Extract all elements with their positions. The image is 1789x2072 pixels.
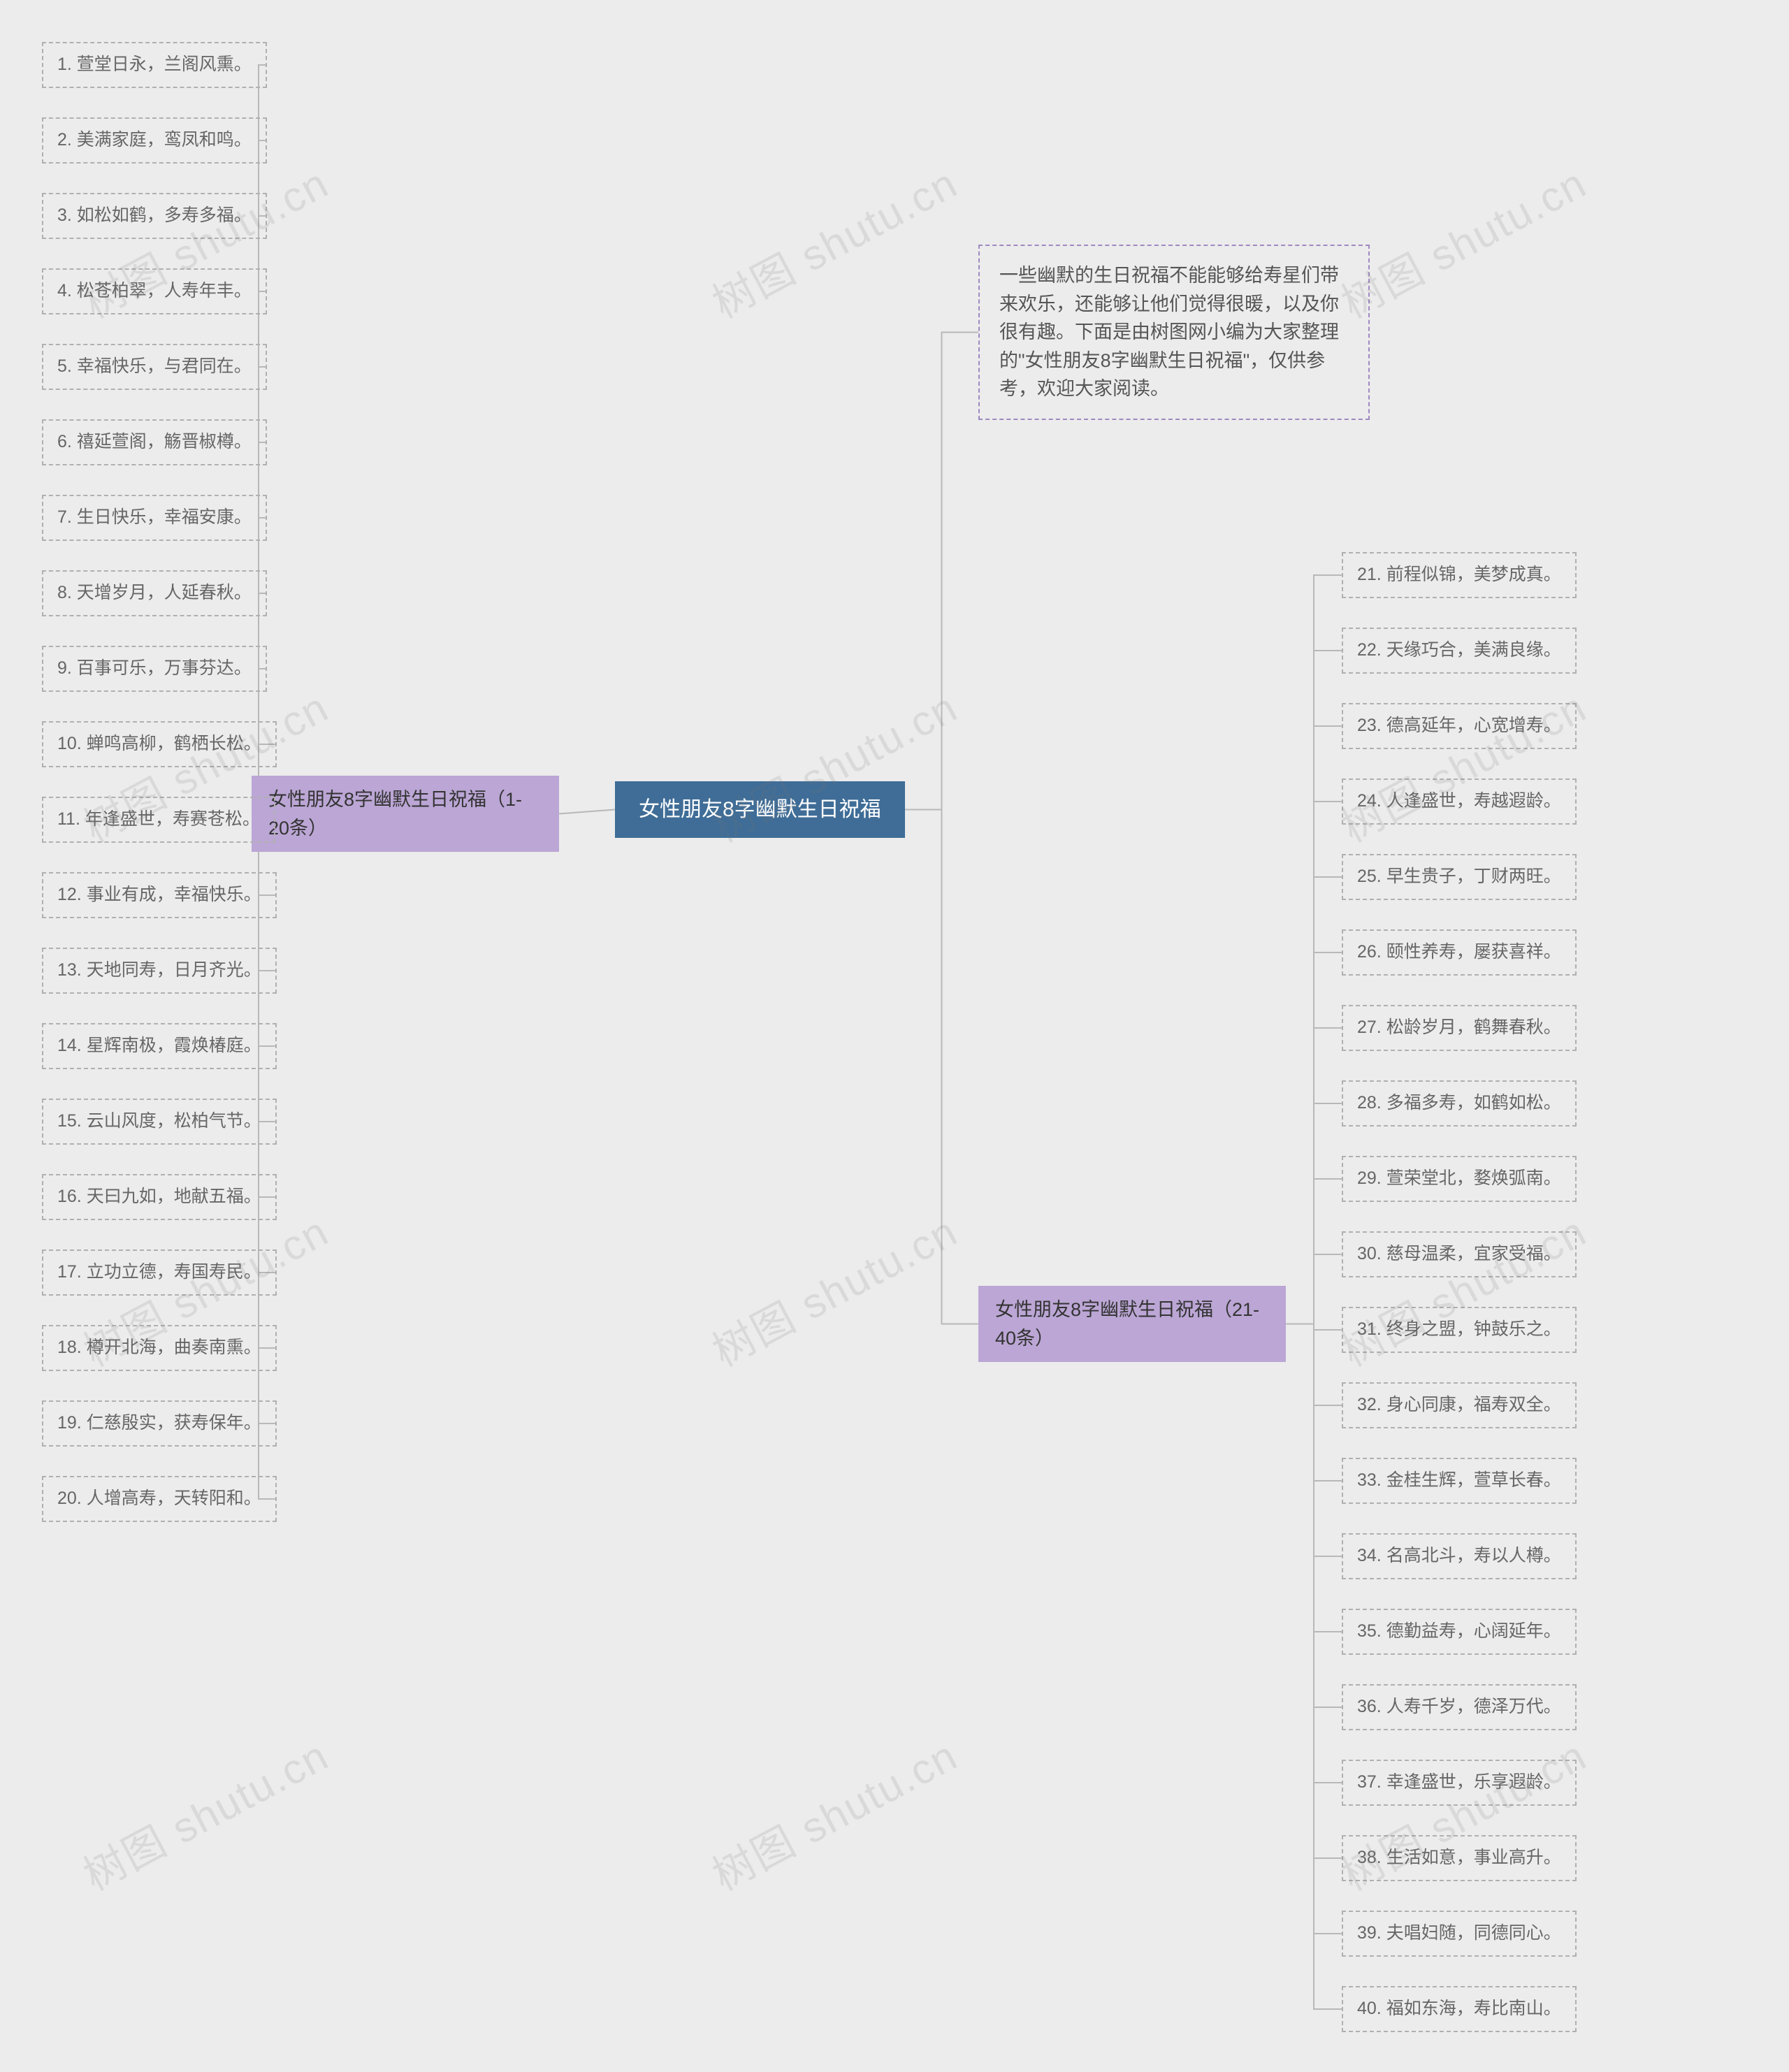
leaf-item: 40. 福如东海，寿比南山。 — [1342, 1986, 1577, 2032]
leaf-item: 33. 金桂生辉，萱草长春。 — [1342, 1458, 1577, 1504]
leaf-item: 28. 多福多寿，如鹤如松。 — [1342, 1080, 1577, 1126]
branch-left[interactable]: 女性朋友8字幽默生日祝福（1-20条） — [252, 776, 559, 852]
leaf-item: 8. 天增岁月，人延春秋。 — [42, 570, 267, 616]
leaf-item: 35. 德勤益寿，心阔延年。 — [1342, 1609, 1577, 1655]
leaf-item: 7. 生日快乐，幸福安康。 — [42, 495, 267, 541]
leaf-item: 6. 禧延萱阁，觞晋椒樽。 — [42, 419, 267, 465]
leaf-item: 25. 早生贵子，丁财两旺。 — [1342, 854, 1577, 900]
branch-right[interactable]: 女性朋友8字幽默生日祝福（21-40条） — [978, 1286, 1286, 1362]
leaf-item: 19. 仁慈殷实，获寿保年。 — [42, 1400, 277, 1447]
leaf-item: 29. 萱荣堂北，婺焕弧南。 — [1342, 1156, 1577, 1202]
leaf-item: 22. 天缘巧合，美满良缘。 — [1342, 628, 1577, 674]
description-node: 一些幽默的生日祝福不能能够给寿星们带来欢乐，还能够让他们觉得很暖，以及你很有趣。… — [978, 245, 1370, 420]
leaf-item: 5. 幸福快乐，与君同在。 — [42, 344, 267, 390]
watermark: 树图 shutu.cn — [1329, 674, 1595, 855]
leaf-item: 21. 前程似锦，美梦成真。 — [1342, 552, 1577, 598]
leaf-item: 11. 年逢盛世，寿赛苍松。 — [42, 797, 275, 843]
leaf-item: 16. 天曰九如，地献五福。 — [42, 1174, 277, 1220]
leaf-item: 34. 名高北斗，寿以人樽。 — [1342, 1533, 1577, 1579]
leaf-item: 26. 颐性养寿，屡获喜祥。 — [1342, 929, 1577, 976]
leaf-item: 39. 夫唱妇随，同德同心。 — [1342, 1911, 1577, 1957]
leaf-item: 15. 云山风度，松柏气节。 — [42, 1099, 277, 1145]
leaf-item: 1. 萱堂日永，兰阁风熏。 — [42, 42, 267, 88]
mindmap-canvas: 女性朋友8字幽默生日祝福 女性朋友8字幽默生日祝福（1-20条） 女性朋友8字幽… — [0, 0, 1789, 2072]
root-node[interactable]: 女性朋友8字幽默生日祝福 — [615, 781, 905, 838]
watermark: 树图 shutu.cn — [700, 1198, 966, 1379]
leaf-item: 31. 终身之盟，钟鼓乐之。 — [1342, 1307, 1577, 1353]
leaf-item: 10. 蝉鸣高柳，鹤栖长松。 — [42, 721, 277, 767]
watermark: 树图 shutu.cn — [71, 1723, 338, 1903]
leaf-item: 38. 生活如意，事业高升。 — [1342, 1835, 1577, 1881]
leaf-item: 27. 松龄岁月，鹤舞春秋。 — [1342, 1005, 1577, 1051]
leaf-item: 32. 身心同康，福寿双全。 — [1342, 1382, 1577, 1428]
leaf-item: 2. 美满家庭，鸾凤和鸣。 — [42, 117, 267, 164]
leaf-item: 17. 立功立德，寿国寿民。 — [42, 1249, 277, 1296]
leaf-item: 18. 樽开北海，曲奏南熏。 — [42, 1325, 277, 1371]
leaf-item: 12. 事业有成，幸福快乐。 — [42, 872, 277, 918]
leaf-item: 3. 如松如鹤，多寿多福。 — [42, 193, 267, 239]
leaf-item: 30. 慈母温柔，宜家受福。 — [1342, 1231, 1577, 1277]
leaf-item: 36. 人寿千岁，德泽万代。 — [1342, 1684, 1577, 1730]
leaf-item: 24. 人逢盛世，寿越遐龄。 — [1342, 778, 1577, 825]
watermark: 树图 shutu.cn — [700, 1723, 966, 1903]
leaf-item: 20. 人增高寿，天转阳和。 — [42, 1476, 277, 1522]
leaf-item: 4. 松苍柏翠，人寿年丰。 — [42, 268, 267, 314]
leaf-item: 23. 德高延年，心宽增寿。 — [1342, 703, 1577, 749]
leaf-item: 14. 星辉南极，霞焕椿庭。 — [42, 1023, 277, 1069]
watermark: 树图 shutu.cn — [700, 150, 966, 331]
leaf-item: 13. 天地同寿，日月齐光。 — [42, 948, 277, 994]
leaf-item: 9. 百事可乐，万事芬达。 — [42, 646, 267, 692]
leaf-item: 37. 幸逢盛世，乐享遐龄。 — [1342, 1760, 1577, 1806]
